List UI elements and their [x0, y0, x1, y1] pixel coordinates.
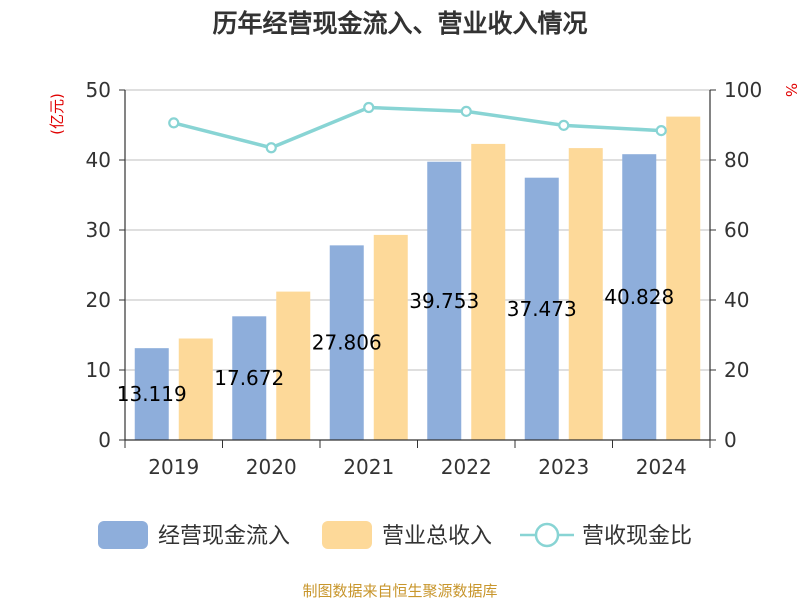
line-point [168, 117, 180, 129]
left-axis-unit: (亿元) [48, 93, 66, 135]
bar [232, 316, 267, 440]
right-tick-label: 80 [724, 148, 749, 172]
bar-series [134, 116, 701, 441]
left-tick-label: 50 [86, 78, 111, 102]
right-tick-label: 20 [724, 358, 749, 382]
bar [373, 234, 408, 440]
legend-item[interactable]: 经营现金流入 [98, 521, 290, 549]
bar [471, 143, 506, 440]
right-tick-label: 40 [724, 288, 749, 312]
bar-data-label: 13.119 [117, 382, 187, 406]
bar [524, 177, 559, 440]
x-tick-label: 2021 [343, 455, 394, 479]
line-series [168, 101, 667, 154]
left-tick-label: 10 [86, 358, 111, 382]
x-tick-label: 2020 [246, 455, 297, 479]
gridlines [125, 89, 710, 371]
legend-marker [534, 522, 560, 548]
bar [427, 161, 462, 440]
bar [666, 116, 701, 440]
left-tick-label: 0 [98, 428, 111, 452]
axes: 0 10 20 30 40 50 0 20 40 60 80 100 2019 2020 2021 2022 2… [86, 78, 763, 479]
line-point [558, 119, 570, 131]
legend-label: 经营现金流入 [158, 524, 290, 549]
line-point [265, 142, 277, 154]
bar [568, 148, 603, 440]
ratio-line [173, 105, 662, 150]
legend-item[interactable]: 营业总收入 [322, 521, 492, 549]
left-tick-label: 30 [86, 218, 111, 242]
x-tick-label: 2022 [441, 455, 492, 479]
bar [276, 291, 311, 440]
legend[interactable]: 经营现金流入 营业总收入 营收现金比 [98, 521, 692, 549]
chart-title: 历年经营现金流入、营业收入情况 [212, 9, 587, 38]
line-point [460, 105, 472, 117]
line-point [655, 125, 667, 137]
legend-label: 营业总收入 [382, 524, 492, 549]
source-note: 制图数据来自恒生聚源数据库 [302, 582, 497, 600]
bar-data-label: 37.473 [507, 297, 577, 321]
x-tick-label: 2024 [636, 455, 687, 479]
legend-item[interactable]: 营收现金比 [520, 522, 692, 549]
x-tick-label: 2019 [148, 455, 199, 479]
right-tick-label: 0 [724, 428, 737, 452]
bar-data-label: 39.753 [409, 289, 479, 313]
data-labels: 13.119 17.672 27.806 39.753 37.473 40.828 [117, 285, 674, 406]
bar [622, 154, 657, 441]
line-point [363, 101, 375, 114]
bar [329, 245, 364, 440]
x-tick-label: 2023 [538, 455, 589, 479]
left-tick-label: 20 [86, 288, 111, 312]
legend-swatch [322, 521, 372, 549]
bar-data-label: 27.806 [312, 331, 382, 355]
left-tick-label: 40 [86, 148, 111, 172]
bar-data-label: 17.672 [214, 366, 284, 390]
legend-label: 营收现金比 [582, 524, 692, 549]
bar-data-label: 40.828 [604, 285, 674, 309]
bar [134, 348, 169, 440]
legend-swatch [98, 521, 148, 549]
right-axis-unit: % [782, 83, 800, 97]
right-tick-label: 60 [724, 218, 749, 242]
right-tick-label: 100 [724, 78, 762, 102]
bar [178, 338, 213, 440]
